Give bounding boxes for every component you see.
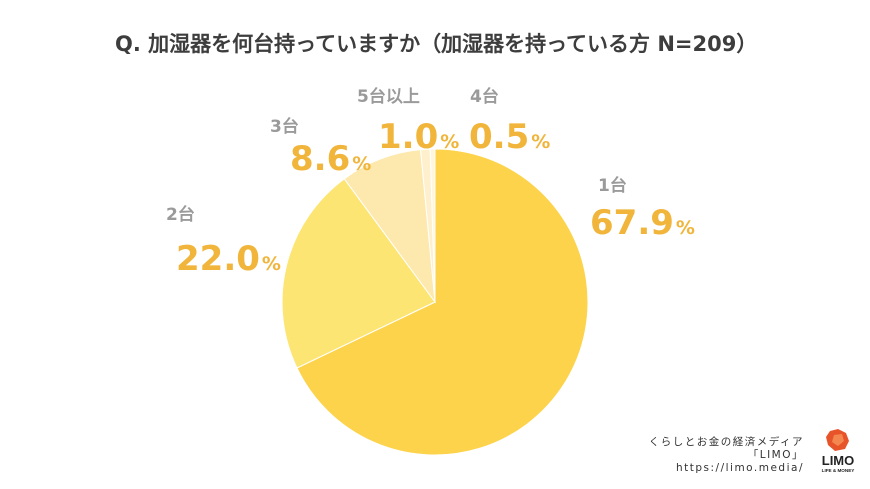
pie-slice-5 [429,148,436,303]
slice-category-label: 5台以上 [357,86,420,107]
credit-name: 「LIMO」 [747,449,804,461]
slice-category-label: 4台 [470,86,499,107]
chart-title: Q. 加湿器を何台持っていますか（加湿器を持っている方 N=209） [115,32,757,56]
credit-url: https://limo.media/ [675,462,804,474]
slice-percent-label: 8.6% [290,139,371,179]
slice-percent-label: 1.0% [378,117,459,157]
percent-unit: % [352,153,371,175]
slice-category-label: 3台 [270,116,299,137]
slice-category-label: 2台 [166,204,195,225]
percent-unit: % [531,131,550,153]
limo-logo: LIMO LIFE & MONEY [822,429,855,473]
percent-unit: % [262,253,281,275]
pie-slice-1 [296,148,589,456]
pie-slices [281,148,589,456]
pie-slice-3 [343,149,436,304]
logo-wordmark: LIMO [822,453,855,468]
percent-unit: % [676,217,695,239]
percent-unit: % [440,131,459,153]
slice-percent-label: 22.0% [176,239,281,279]
pie-labels: 1台 67.9 % 2台 22.0 % 3台8.6 % 5台以上 1.0 % 4台 0.5% [166,86,695,279]
media-credit: くらしとお金の経済メディア 「LIMO」 https://limo.media/ [649,436,804,475]
logo-tagline: LIFE & MONEY [822,468,855,473]
slice-category-label: 1台 [598,175,627,196]
slice-percent-label: 0.5% [469,117,550,157]
pie-slice-2 [281,178,436,369]
slice-percent-label: 67.9% [590,203,695,243]
credit-tagline: くらしとお金の経済メディア [648,436,804,448]
